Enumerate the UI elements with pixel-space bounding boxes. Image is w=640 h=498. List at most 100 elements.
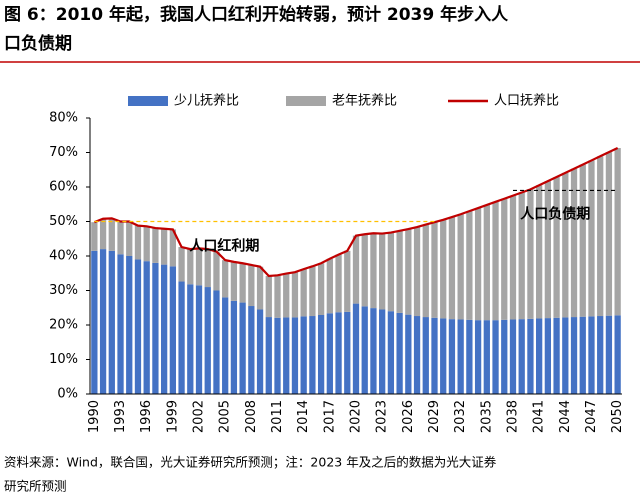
x-tick-label: 2011 [270, 400, 285, 433]
bar [222, 297, 229, 394]
bar [117, 221, 124, 255]
bar [117, 254, 124, 394]
bar [256, 266, 264, 310]
bar [387, 311, 395, 394]
x-tick-label: 2029 [427, 400, 442, 433]
bar [483, 204, 490, 321]
bar [143, 226, 150, 262]
bar [492, 320, 499, 394]
bar [387, 232, 395, 312]
bar [222, 260, 229, 298]
bar [143, 261, 150, 394]
bar [466, 211, 473, 320]
bar [536, 318, 543, 394]
bar [344, 250, 351, 312]
bar [99, 218, 107, 250]
bar [527, 189, 534, 319]
bar [195, 248, 203, 286]
bar [509, 319, 517, 394]
x-tick-label: 2050 [610, 400, 625, 433]
bar [99, 249, 107, 394]
bar [614, 315, 621, 394]
bar [152, 262, 159, 394]
bar [536, 185, 543, 319]
bar [108, 218, 115, 251]
bar [317, 263, 325, 315]
bar [204, 249, 211, 288]
bar [579, 316, 586, 394]
annotation-label: 人口负债期 [520, 205, 590, 222]
bar [230, 300, 238, 394]
bar [326, 258, 333, 314]
bar [413, 316, 421, 394]
bar [248, 306, 255, 394]
bar [283, 317, 290, 394]
bar [160, 228, 168, 265]
bar [160, 264, 168, 394]
bar [405, 314, 412, 394]
bar [265, 276, 272, 318]
source-note: 研究所预测 [4, 479, 67, 494]
x-tick-label: 2014 [296, 400, 311, 433]
legend-swatch [128, 96, 168, 106]
bar [265, 317, 272, 394]
bar [553, 176, 560, 318]
bar [570, 317, 578, 394]
annotation-label: 人口红利期 [189, 238, 259, 255]
bar [213, 290, 220, 394]
bar [309, 316, 316, 394]
bar [187, 249, 194, 285]
bar [344, 311, 351, 394]
bar [230, 261, 238, 301]
bar [274, 317, 281, 394]
bar [361, 306, 368, 394]
bar [544, 318, 552, 394]
legend-label: 老年抚养比 [332, 93, 397, 109]
bar [457, 214, 464, 320]
bar [178, 281, 185, 394]
x-tick-label: 2047 [584, 400, 599, 433]
chart-title: 图 6：2010 年起，我国人口红利开始转弱，预计 2039 年步入人 [4, 4, 509, 25]
y-tick-label: 60% [49, 180, 78, 195]
x-tick-label: 2026 [401, 400, 416, 433]
bar [474, 320, 482, 394]
x-tick-label: 2035 [479, 400, 494, 433]
bar [396, 312, 403, 394]
legend-swatch [286, 96, 326, 106]
bar [483, 320, 490, 394]
bar [509, 195, 517, 320]
bar [239, 302, 246, 394]
bar [361, 234, 368, 307]
bar [457, 319, 464, 394]
bar [213, 251, 220, 291]
bar [501, 198, 508, 320]
bar [518, 192, 525, 320]
bar [413, 227, 421, 317]
bar [553, 317, 560, 394]
bar [422, 317, 429, 394]
bar [448, 217, 456, 320]
bar [588, 316, 595, 394]
bar [379, 233, 386, 310]
bar [466, 319, 473, 394]
y-tick-label: 70% [49, 145, 78, 160]
bar [152, 228, 159, 263]
bar [283, 273, 290, 318]
y-tick-label: 50% [49, 214, 78, 229]
bar [187, 284, 194, 394]
bar [335, 254, 342, 313]
bar [134, 259, 142, 394]
bar [605, 315, 613, 394]
bar [326, 313, 333, 394]
bar [448, 319, 456, 394]
bar [422, 224, 429, 318]
bar [169, 266, 176, 394]
bar [570, 168, 578, 318]
bar [317, 314, 325, 394]
x-tick-label: 1996 [139, 400, 154, 433]
legend-label: 人口抚养比 [494, 93, 559, 109]
bar [562, 317, 569, 394]
bar [501, 319, 508, 394]
y-tick-label: 0% [57, 387, 78, 402]
